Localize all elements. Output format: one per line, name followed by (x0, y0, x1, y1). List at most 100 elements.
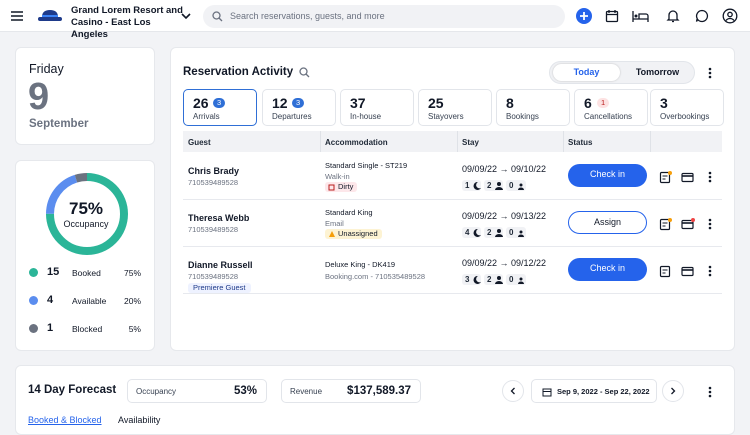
booking-source: Email (325, 219, 344, 228)
date-range: Sep 9, 2022 - Sep 22, 2022 (557, 387, 650, 396)
stay-dates: 09/09/22 → 09/13/22 (462, 211, 547, 221)
tag-icon (329, 231, 335, 237)
notes-icon[interactable] (659, 218, 673, 231)
activity-search-icon[interactable] (299, 67, 310, 78)
room: Standard Single - ST219 (325, 161, 408, 170)
room: Standard King (325, 208, 373, 217)
count-chip: 3 (462, 274, 481, 285)
profile-icon[interactable] (722, 8, 738, 24)
summary-value: 53% (233, 385, 257, 397)
count-value: 1 (465, 181, 470, 190)
bed-icon[interactable] (632, 9, 649, 23)
adults-icon (495, 229, 503, 237)
forecast-tab[interactable]: Booked & Blocked (28, 415, 102, 425)
more-menu[interactable] (707, 66, 713, 80)
stat-tile[interactable]: 26 3 Arrivals (183, 89, 257, 126)
day-number: 9 (28, 76, 50, 118)
legend-dot (29, 324, 38, 333)
search-placeholder: Search reservations, guests, and more (230, 11, 385, 21)
notes-icon[interactable] (659, 171, 673, 184)
messages-icon[interactable] (695, 9, 709, 23)
calendar-icon (542, 388, 552, 397)
stay-dates: 09/09/22 → 09/12/22 (462, 258, 547, 268)
reservation-row: Chris Brady 710539489528 Standard Single -… (183, 153, 722, 200)
revenue-summary: Revenue $137,589.37 (281, 379, 421, 403)
forecast-title: 14 Day Forecast (28, 384, 117, 396)
row-menu[interactable] (707, 170, 713, 184)
stat-count: 3 (660, 95, 668, 111)
stat-label: Bookings (506, 112, 539, 121)
next-button[interactable] (662, 380, 684, 402)
stat-tile[interactable]: 6 1 Cancellations (574, 89, 648, 126)
column-header: Guest (188, 138, 211, 147)
stat-label: Arrivals (193, 112, 220, 121)
stat-count: 8 (506, 95, 514, 111)
action-button[interactable]: Assign (568, 211, 647, 234)
section-title: Reservation Activity (183, 66, 294, 78)
column-header: Status (568, 138, 593, 147)
stat-badge: 1 (597, 98, 610, 108)
calendar-icon[interactable] (605, 9, 619, 23)
count-value: 2 (487, 275, 492, 284)
prev-button[interactable] (502, 380, 524, 402)
occupancy-donut (46, 173, 128, 255)
booking-source: Booking.com - 710535489528 (325, 272, 426, 281)
notifications-icon[interactable] (666, 9, 680, 23)
stat-count: 26 (193, 95, 209, 111)
payment-icon[interactable] (681, 218, 695, 231)
stat-tile[interactable]: 12 3 Departures (262, 89, 336, 126)
hotel-logo (38, 10, 62, 21)
count-chip: 2 (484, 274, 503, 285)
summary-label: Occupancy (136, 387, 177, 396)
add-button[interactable] (576, 8, 592, 24)
adults-icon (495, 182, 503, 190)
count-value: 2 (487, 228, 492, 237)
count-chip: 0 (506, 227, 526, 238)
legend-name: Booked (72, 268, 101, 278)
hotel-dropdown[interactable] (181, 12, 191, 20)
nights-icon (473, 228, 481, 237)
date-range-picker[interactable]: Sep 9, 2022 - Sep 22, 2022 (531, 379, 657, 403)
menu-icon[interactable] (10, 9, 24, 23)
action-button[interactable]: Check in (568, 164, 647, 187)
month: September (29, 118, 89, 130)
search-icon (212, 11, 223, 22)
room: Deluxe King - DK419 (325, 260, 396, 269)
row-menu[interactable] (707, 217, 713, 231)
table-header: Guest Accommodation Stay Status (183, 131, 722, 152)
stat-count: 25 (428, 95, 444, 111)
stat-tile[interactable]: 3 Overbookings (650, 89, 724, 126)
hotel-name[interactable]: Grand Lorem Resort and Casino - East Los… (71, 5, 183, 40)
weekday: Friday (29, 62, 64, 76)
toggle-option[interactable]: Tomorrow (635, 67, 680, 77)
nights-icon (473, 181, 481, 190)
payment-icon[interactable] (681, 171, 695, 184)
count-chip: 1 (462, 180, 481, 191)
action-button[interactable]: Check in (568, 258, 647, 281)
count-chip: 0 (506, 180, 526, 191)
payment-icon[interactable] (681, 265, 695, 278)
children-icon (518, 277, 524, 284)
guest-name: Theresa Webb (188, 213, 250, 223)
stat-label: Departures (272, 112, 312, 121)
row-menu[interactable] (707, 264, 713, 278)
stat-label: Cancellations (584, 112, 633, 121)
occupancy-label: Occupancy (63, 219, 109, 229)
legend-share: 20% (123, 296, 141, 306)
forecast-tab[interactable]: Availability (118, 415, 161, 425)
count-value: 0 (509, 228, 514, 237)
children-icon (518, 230, 524, 237)
stat-tile[interactable]: 8 Bookings (496, 89, 570, 126)
stat-tile[interactable]: 25 Stayovers (418, 89, 492, 126)
reservation-row: Theresa Webb 710539489528 Standard King Ema… (183, 200, 722, 247)
legend-count: 4 (47, 294, 54, 306)
notes-icon[interactable] (659, 265, 673, 278)
legend-share: 5% (128, 324, 141, 334)
toggle-option[interactable]: Today (553, 64, 620, 81)
search-box[interactable]: Search reservations, guests, and more (203, 5, 565, 28)
room-tag: Unassigned (325, 229, 382, 239)
stat-tile[interactable]: 37 In-house (340, 89, 414, 126)
count-chip: 2 (484, 180, 503, 191)
more-menu[interactable] (707, 385, 713, 399)
legend-share: 75% (123, 268, 141, 278)
